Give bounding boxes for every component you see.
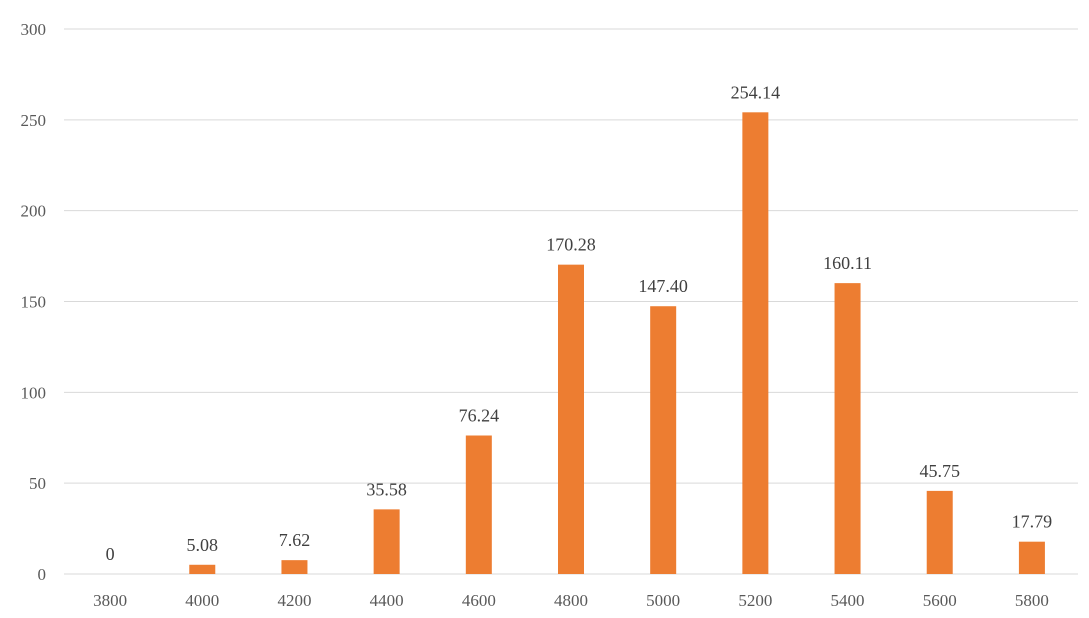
x-tick-label: 5200 <box>738 591 772 610</box>
y-tick-label: 250 <box>21 111 47 130</box>
x-tick-label: 4600 <box>462 591 496 610</box>
x-axis: 3800 4000 4200 4400 4600 4800 5000 5200 5400 5600… <box>93 591 1049 610</box>
bar <box>650 306 677 574</box>
data-label: 5.08 <box>187 535 219 555</box>
x-tick-label: 4800 <box>554 591 588 610</box>
bar <box>465 435 492 574</box>
x-tick-label: 4200 <box>277 591 311 610</box>
data-label: 7.62 <box>279 530 311 550</box>
x-tick-label: 3800 <box>93 591 127 610</box>
y-tick-label: 150 <box>21 293 47 312</box>
data-label: 76.24 <box>459 405 500 425</box>
y-axis: 0 50 100 150 200 250 300 <box>21 20 47 584</box>
data-label: 17.79 <box>1012 512 1053 532</box>
data-labels: 0 5.08 7.62 35.58 76.24 170.28 147.40 254.14 160… <box>106 82 1053 564</box>
data-label: 45.75 <box>919 461 960 481</box>
data-label: 170.28 <box>546 235 596 255</box>
bar <box>742 112 769 575</box>
bar <box>558 264 584 574</box>
bar <box>926 490 953 574</box>
bar <box>373 509 400 574</box>
x-tick-label: 5800 <box>1015 591 1049 610</box>
bars <box>189 112 1045 575</box>
bar <box>1018 541 1045 574</box>
data-label: 160.11 <box>823 253 872 273</box>
data-label: 35.58 <box>366 479 407 499</box>
x-tick-label: 5000 <box>646 591 680 610</box>
y-tick-label: 200 <box>21 202 47 221</box>
x-tick-label: 4000 <box>185 591 219 610</box>
bar <box>189 564 216 574</box>
x-tick-label: 5400 <box>831 591 865 610</box>
y-tick-label: 100 <box>21 383 47 402</box>
bar <box>281 560 308 574</box>
data-label: 0 <box>106 544 115 564</box>
bar <box>834 283 861 574</box>
x-tick-label: 5600 <box>923 591 957 610</box>
x-tick-label: 4400 <box>370 591 404 610</box>
y-tick-label: 300 <box>21 20 47 39</box>
y-tick-label: 0 <box>38 565 47 584</box>
y-tick-label: 50 <box>29 474 46 493</box>
data-label: 147.40 <box>638 276 688 296</box>
data-label: 254.14 <box>731 82 781 102</box>
